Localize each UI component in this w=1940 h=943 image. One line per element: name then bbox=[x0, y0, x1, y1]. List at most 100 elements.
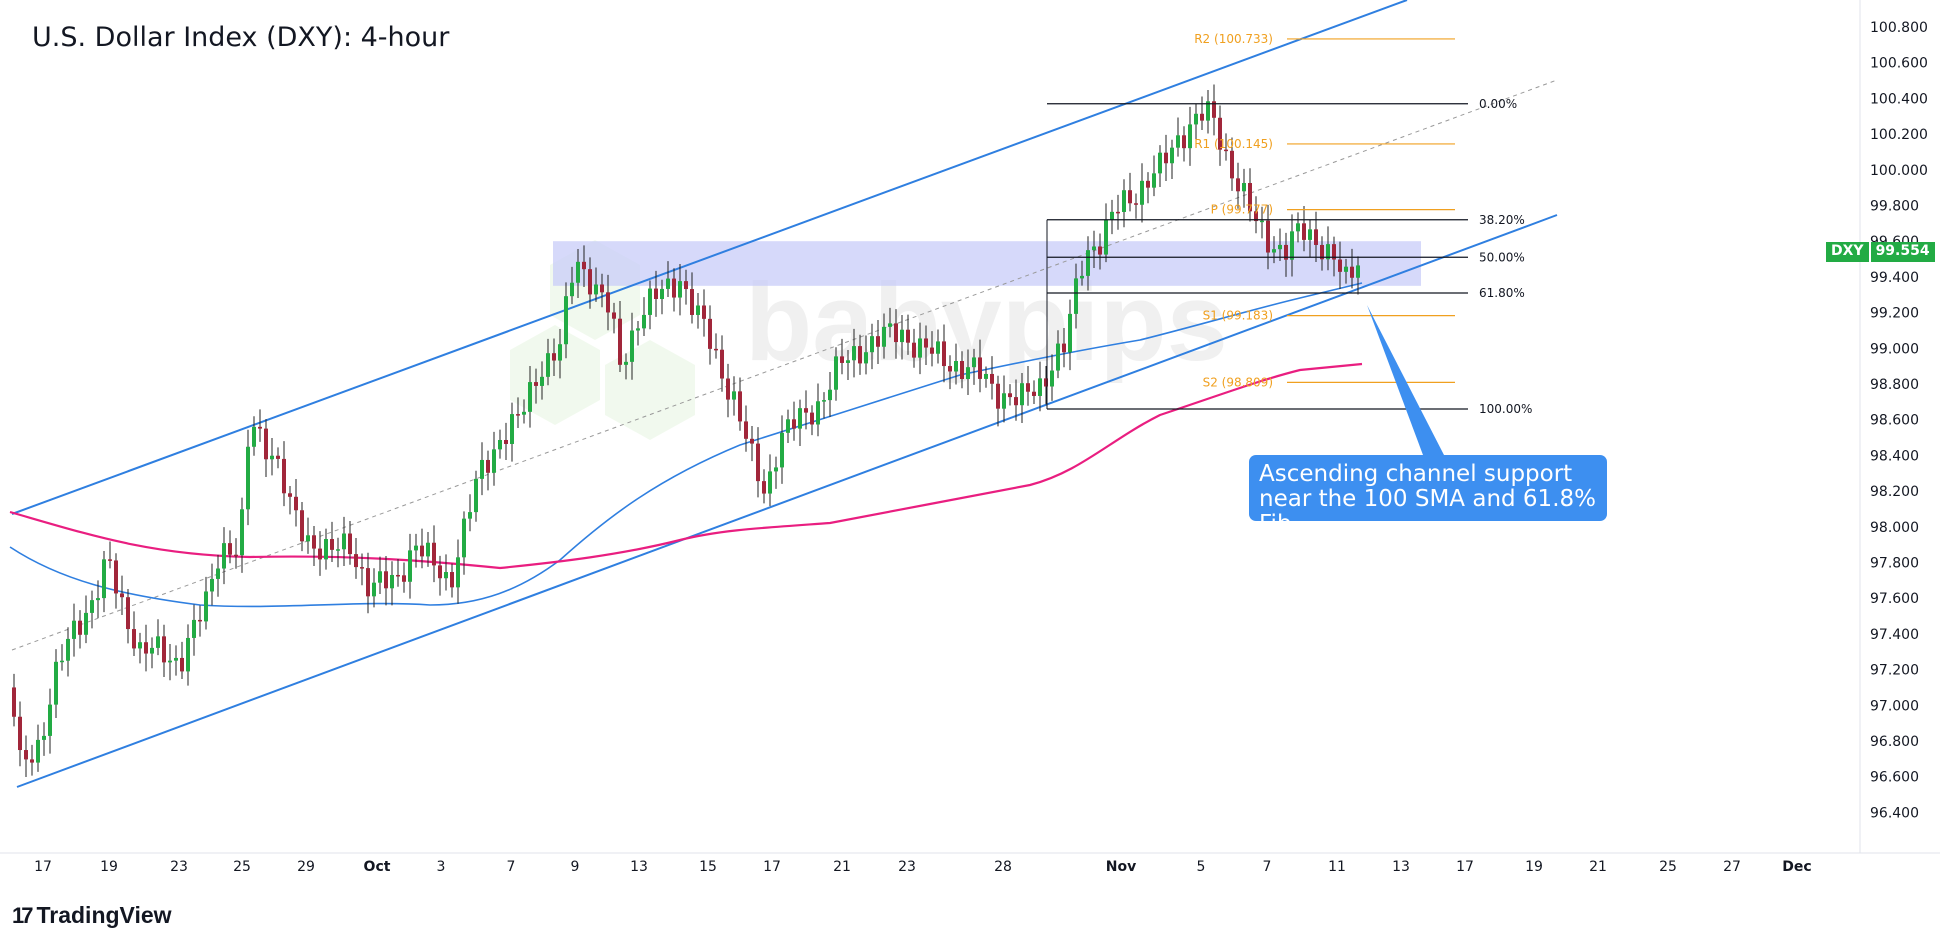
candle-body bbox=[636, 328, 640, 331]
candle bbox=[522, 399, 526, 424]
x-tick-label: Oct bbox=[364, 859, 391, 875]
candle-body bbox=[18, 716, 22, 751]
candle-body bbox=[1080, 275, 1084, 279]
candle-body bbox=[126, 597, 130, 630]
candle bbox=[366, 552, 370, 614]
candle bbox=[1074, 263, 1078, 329]
candle-body bbox=[138, 642, 142, 649]
candle-body bbox=[1110, 211, 1114, 220]
y-tick-label: 98.200 bbox=[1870, 484, 1919, 500]
candle-body bbox=[1272, 249, 1276, 253]
candle bbox=[612, 302, 616, 334]
candle-body bbox=[354, 554, 358, 568]
y-tick-label: 98.800 bbox=[1870, 377, 1919, 393]
candle-body bbox=[972, 357, 976, 368]
candle bbox=[414, 533, 418, 568]
candle-body bbox=[252, 426, 256, 447]
candle bbox=[126, 588, 130, 644]
y-tick-label: 99.200 bbox=[1870, 306, 1919, 322]
price-tag: DXY 99.554 bbox=[1826, 242, 1935, 262]
candle bbox=[1056, 330, 1060, 379]
candle bbox=[1230, 137, 1234, 191]
candle-body bbox=[1182, 135, 1186, 149]
candle bbox=[36, 724, 40, 772]
candle-body bbox=[1290, 231, 1294, 260]
candle-body bbox=[618, 318, 622, 365]
price-tag-symbol: DXY bbox=[1826, 242, 1869, 262]
candle bbox=[582, 245, 586, 288]
candle bbox=[420, 528, 424, 569]
candle-body bbox=[60, 660, 64, 663]
y-tick-label: 99.400 bbox=[1870, 270, 1919, 286]
candle bbox=[1104, 203, 1108, 263]
candle-body bbox=[462, 518, 466, 558]
candle bbox=[432, 525, 436, 583]
candle bbox=[864, 335, 868, 375]
candle-body bbox=[984, 373, 988, 379]
candle bbox=[786, 409, 790, 444]
x-tick-label: 21 bbox=[1589, 859, 1607, 875]
candle-body bbox=[900, 329, 904, 343]
candle bbox=[390, 561, 394, 606]
candle-body bbox=[552, 353, 556, 361]
candle-body bbox=[144, 642, 148, 654]
candle-body bbox=[312, 535, 316, 549]
candle bbox=[492, 431, 496, 486]
candle bbox=[1302, 205, 1306, 252]
candle bbox=[1170, 139, 1174, 180]
candle bbox=[594, 267, 598, 302]
candle-body bbox=[918, 338, 922, 358]
candle-body bbox=[1044, 378, 1048, 387]
candle-body bbox=[426, 542, 430, 557]
candle-body bbox=[546, 353, 550, 377]
x-tick-label: 17 bbox=[1456, 859, 1474, 875]
x-tick-label: Nov bbox=[1106, 859, 1136, 875]
candle bbox=[672, 268, 676, 312]
candle bbox=[330, 521, 334, 562]
y-tick-label: 100.200 bbox=[1870, 127, 1928, 143]
candle-body bbox=[558, 344, 562, 361]
candle bbox=[666, 261, 670, 297]
candle-body bbox=[1356, 265, 1360, 278]
candle-body bbox=[762, 481, 766, 494]
candle bbox=[168, 644, 172, 681]
candle bbox=[750, 425, 754, 462]
candle bbox=[1038, 361, 1042, 412]
y-tick-label: 98.000 bbox=[1870, 520, 1919, 536]
candle bbox=[114, 553, 118, 609]
y-tick-label: 98.400 bbox=[1870, 448, 1919, 464]
candle-body bbox=[924, 338, 928, 348]
candle-body bbox=[36, 739, 40, 763]
candle bbox=[408, 533, 412, 599]
price-tag-value: 99.554 bbox=[1870, 242, 1935, 262]
candle bbox=[1086, 236, 1090, 291]
candle-body bbox=[1332, 244, 1336, 260]
candle bbox=[384, 556, 388, 606]
candle bbox=[1284, 232, 1288, 277]
candle bbox=[504, 422, 508, 460]
candle-body bbox=[1206, 101, 1210, 121]
candle bbox=[312, 525, 316, 567]
tradingview-logo[interactable]: 17 TradingView bbox=[12, 902, 172, 929]
candle bbox=[1044, 366, 1048, 405]
channel-midline bbox=[11, 79, 1558, 651]
candle bbox=[528, 365, 532, 428]
candle-body bbox=[54, 661, 58, 705]
candle-body bbox=[702, 305, 706, 319]
candle bbox=[354, 538, 358, 579]
candle-body bbox=[276, 455, 280, 459]
candle bbox=[1236, 162, 1240, 209]
candle bbox=[84, 595, 88, 644]
candle-body bbox=[468, 512, 472, 519]
y-tick-label: 97.400 bbox=[1870, 627, 1919, 643]
candle bbox=[1260, 206, 1264, 239]
candle-body bbox=[342, 533, 346, 550]
candle bbox=[600, 273, 604, 308]
candle bbox=[972, 348, 976, 385]
candle-body bbox=[186, 637, 190, 672]
candle bbox=[1110, 199, 1114, 235]
candle bbox=[1338, 241, 1342, 290]
candle bbox=[1050, 354, 1054, 401]
candle bbox=[756, 427, 760, 498]
